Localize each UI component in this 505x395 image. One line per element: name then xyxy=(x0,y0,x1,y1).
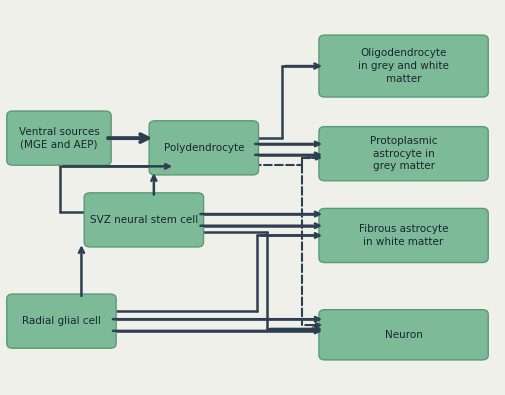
Text: SVZ neural stem cell: SVZ neural stem cell xyxy=(90,215,198,225)
Text: Neuron: Neuron xyxy=(385,330,423,340)
FancyBboxPatch shape xyxy=(149,121,259,175)
Text: Polydendrocyte: Polydendrocyte xyxy=(164,143,244,153)
FancyBboxPatch shape xyxy=(319,35,488,97)
Text: ?: ? xyxy=(309,324,314,334)
FancyBboxPatch shape xyxy=(7,294,116,348)
Text: Fibrous astrocyte
in white matter: Fibrous astrocyte in white matter xyxy=(359,224,448,247)
FancyBboxPatch shape xyxy=(319,209,488,263)
FancyBboxPatch shape xyxy=(319,127,488,181)
Text: Ventral sources
(MGE and AEP): Ventral sources (MGE and AEP) xyxy=(19,127,99,150)
Text: Radial glial cell: Radial glial cell xyxy=(22,316,101,326)
Text: Protoplasmic
astrocyte in
grey matter: Protoplasmic astrocyte in grey matter xyxy=(370,136,437,171)
FancyBboxPatch shape xyxy=(7,111,111,165)
Text: Oligodendrocyte
in grey and white
matter: Oligodendrocyte in grey and white matter xyxy=(358,48,449,84)
FancyBboxPatch shape xyxy=(319,310,488,360)
FancyBboxPatch shape xyxy=(84,193,204,247)
